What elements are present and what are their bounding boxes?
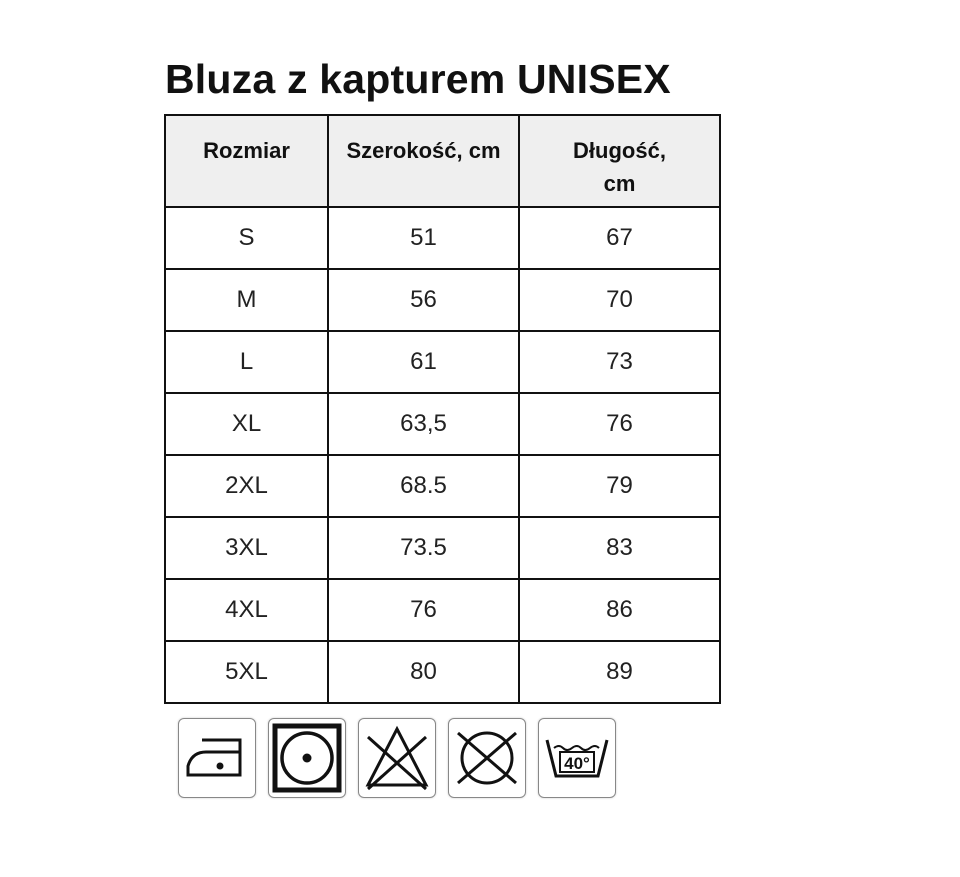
size-cell: M <box>164 268 329 332</box>
wash-40-icon: 40° <box>538 718 616 798</box>
header-width-label: Szerokość, cm <box>346 138 501 163</box>
width-cell: 63,5 <box>327 392 520 456</box>
table-row: L 61 73 <box>164 330 721 394</box>
length-cell: 83 <box>518 516 721 580</box>
size-cell: 5XL <box>164 640 329 704</box>
width-cell: 68.5 <box>327 454 520 518</box>
wash-temp-label: 40° <box>564 754 590 773</box>
iron-low-heat-icon <box>178 718 256 798</box>
length-cell: 67 <box>518 206 721 270</box>
size-cell: S <box>164 206 329 270</box>
size-cell: 4XL <box>164 578 329 642</box>
width-cell: 56 <box>327 268 520 332</box>
width-cell: 51 <box>327 206 520 270</box>
length-cell: 86 <box>518 578 721 642</box>
length-cell: 70 <box>518 268 721 332</box>
table-row: 4XL 76 86 <box>164 578 721 642</box>
size-cell: XL <box>164 392 329 456</box>
table-row: S 51 67 <box>164 206 721 270</box>
length-cell: 76 <box>518 392 721 456</box>
table-header-row: Rozmiar Szerokość, cm Długość, cm <box>164 114 721 208</box>
table-row: M 56 70 <box>164 268 721 332</box>
width-cell: 80 <box>327 640 520 704</box>
page-title: Bluza z kapturem UNISEX <box>165 56 671 102</box>
header-width: Szerokość, cm <box>327 114 520 208</box>
width-cell: 73.5 <box>327 516 520 580</box>
table-row: XL 63,5 76 <box>164 392 721 456</box>
size-cell: 2XL <box>164 454 329 518</box>
do-not-bleach-icon <box>358 718 436 798</box>
table-row: 2XL 68.5 79 <box>164 454 721 518</box>
size-cell: L <box>164 330 329 394</box>
table-row: 3XL 73.5 83 <box>164 516 721 580</box>
length-cell: 73 <box>518 330 721 394</box>
length-cell: 89 <box>518 640 721 704</box>
length-cell: 79 <box>518 454 721 518</box>
do-not-dry-clean-icon <box>448 718 526 798</box>
size-table: Rozmiar Szerokość, cm Długość, cm S 51 67 M… <box>164 114 721 704</box>
tumble-dry-icon <box>268 718 346 798</box>
header-size: Rozmiar <box>164 114 329 208</box>
width-cell: 61 <box>327 330 520 394</box>
size-cell: 3XL <box>164 516 329 580</box>
header-length-label: Długość, cm <box>573 138 666 196</box>
care-icons: 40° <box>178 718 616 798</box>
width-cell: 76 <box>327 578 520 642</box>
table-row: 5XL 80 89 <box>164 640 721 704</box>
header-length: Długość, cm <box>518 114 721 208</box>
